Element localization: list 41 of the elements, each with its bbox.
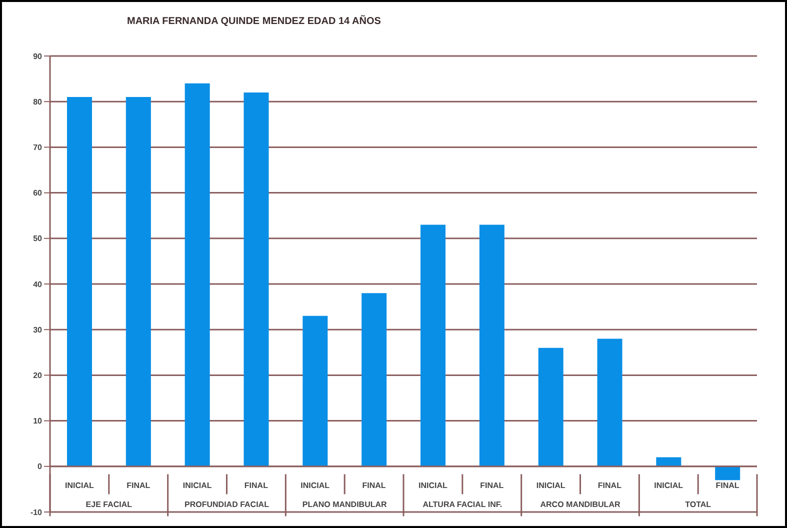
annotation: EJE FACIAL: [86, 500, 132, 510]
bar: [597, 338, 622, 466]
y-tick-label: 20: [33, 371, 43, 380]
x-tick-label: INICIAL: [418, 481, 448, 490]
x-tick-label: FINAL: [244, 481, 268, 490]
x-tick-label: INICIAL: [182, 481, 212, 490]
bar: [126, 97, 151, 466]
chart-title: MARIA FERNANDA QUINDE MENDEZ EDAD 14 AÑOS: [127, 16, 381, 27]
bar: [244, 92, 269, 466]
annotation: PLANO MANDIBULAR: [302, 500, 388, 510]
x-tick-label: FINAL: [598, 481, 622, 490]
y-tick-label: 0: [38, 462, 43, 472]
y-tick-label: 50: [33, 234, 43, 244]
bar: [715, 466, 740, 480]
y-tick-label: 80: [33, 97, 43, 106]
x-tick-label: INICIAL: [536, 481, 566, 490]
y-tick-label: -10: [30, 508, 43, 517]
x-tick-label: FINAL: [716, 481, 740, 490]
annotation: ARCO MANDIBULAR: [540, 500, 620, 510]
y-tick-label: 40: [33, 280, 43, 289]
bar: [67, 97, 92, 466]
bar: [302, 316, 328, 466]
x-tick-label: INICIAL: [65, 481, 94, 490]
x-tick-label: INICIAL: [654, 481, 684, 490]
x-tick-label: FINAL: [126, 481, 150, 490]
y-tick-label: 30: [33, 325, 43, 334]
annotation: PROFUNDIAD FACIAL: [184, 500, 270, 510]
y-tick-label: 10: [33, 416, 43, 426]
bar: [420, 224, 446, 466]
y-tick-label: 70: [33, 143, 43, 152]
y-tick-label: 60: [33, 188, 43, 198]
bar: [479, 224, 504, 466]
annotation: ALTURA FACIAL INF.: [422, 500, 502, 510]
x-tick-label: FINAL: [480, 481, 504, 490]
x-tick-label: INICIAL: [300, 481, 330, 490]
bar: [362, 293, 387, 466]
x-tick-label: FINAL: [362, 481, 386, 490]
bar: [538, 348, 564, 466]
bar: [184, 83, 210, 466]
y-tick-label: 90: [33, 52, 43, 61]
annotation: TOTAL: [685, 500, 712, 510]
